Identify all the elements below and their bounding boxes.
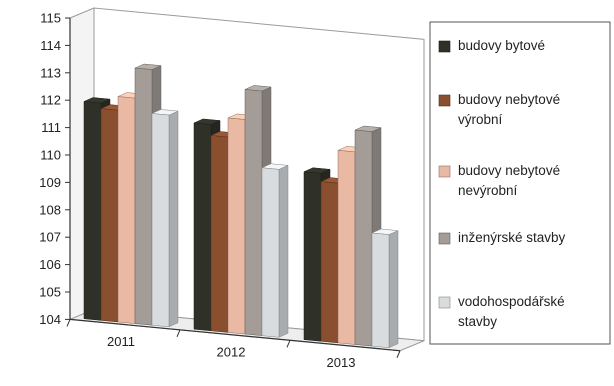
bar-2013-s4 [354, 129, 373, 347]
legend-label: inženýrské stavby [458, 230, 566, 245]
y-tick-label: 104 [39, 312, 61, 327]
legend-label: budovy nebytové [458, 163, 560, 178]
bar-2012-s5 [261, 167, 280, 338]
y-tick-label: 105 [39, 285, 61, 300]
legend-swatch [438, 40, 451, 53]
bar-2012-s3 [227, 117, 246, 335]
legend-swatch [438, 165, 451, 178]
y-tick-label: 109 [39, 175, 61, 190]
bar-2012-s2 [210, 135, 229, 333]
bar-2013-s5 [371, 232, 390, 348]
bar-2013-s5-side [388, 230, 399, 349]
x-tick-label: 2013 [327, 355, 356, 370]
x-tick-label: 2012 [217, 345, 246, 360]
bar-2011-s5-side [168, 110, 179, 328]
bar-2012-s5-side [278, 164, 289, 338]
x-tick [66, 319, 71, 327]
legend-swatch [438, 296, 451, 309]
legend-swatch [438, 232, 451, 245]
y-tick-label: 106 [39, 257, 61, 272]
legend-label: budovy nebytové [458, 92, 560, 107]
y-tick-label: 111 [41, 120, 61, 135]
x-tick [396, 350, 401, 358]
bar-2011-s2 [100, 108, 119, 323]
y-tick-label: 110 [40, 148, 61, 163]
y-tick-label: 113 [40, 65, 61, 80]
x-tick-label: 2011 [107, 334, 135, 349]
bar-2011-s3 [117, 96, 136, 324]
bar-2012-s1 [193, 122, 212, 332]
x-axis [69, 318, 401, 352]
bar-2013-s2 [320, 181, 339, 344]
y-tick-label: 107 [39, 230, 61, 245]
legend-label: nevýrobní [458, 183, 518, 198]
legend-box [429, 21, 611, 345]
x-tick [286, 340, 291, 348]
y-tick-label: 115 [40, 11, 61, 26]
bar-2013-s1 [303, 171, 322, 342]
legend-swatch [438, 94, 451, 107]
y-tick-label: 108 [39, 202, 61, 217]
y-tick-label: 114 [40, 38, 61, 53]
legend-label: budovy bytové [458, 38, 545, 53]
bar-2012-s4 [244, 89, 263, 336]
bar-2011-s5 [151, 113, 170, 328]
x-tick [176, 329, 181, 338]
bar-2011-s4 [134, 67, 153, 326]
legend-label: stavby [458, 314, 497, 329]
bar-2011-s1 [83, 101, 102, 321]
legend-label: vodohospodářské [458, 294, 565, 309]
bar-2013-s3 [337, 150, 356, 345]
legend-label: výrobní [458, 112, 503, 127]
y-tick-label: 112 [40, 93, 61, 108]
